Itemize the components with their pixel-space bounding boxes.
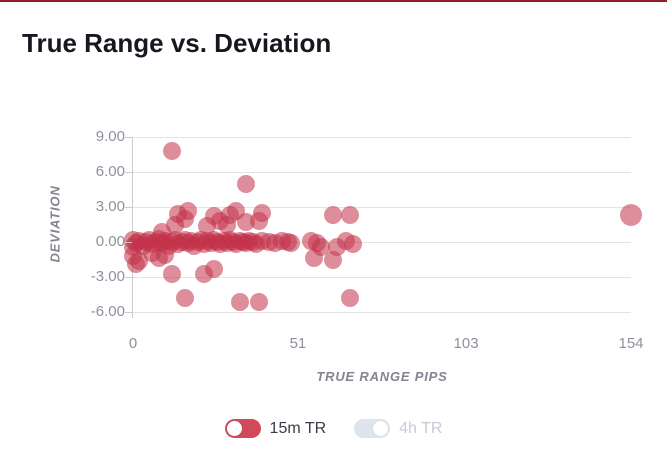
scatter-point[interactable] [204,259,223,278]
scatter-point[interactable] [127,255,146,274]
y-tick-mark [125,312,132,313]
legend-toggle-15m-tr[interactable]: 15m TR [224,419,327,438]
y-tick-mark [125,172,132,173]
y-tick-label: 0.00 [95,233,125,250]
page-title: True Range vs. Deviation [22,28,332,58]
y-tick-label: 6.00 [95,163,125,180]
legend-label-15m-tr: 15m TR [269,420,327,437]
scatter-point[interactable] [230,292,249,311]
scatter-point[interactable] [305,249,324,268]
y-tick-label: 9.00 [95,128,125,145]
scatter-point[interactable] [343,235,362,254]
y-axis-line [132,137,133,318]
y-gridline [133,277,631,278]
y-gridline [133,242,631,243]
scatter-point[interactable] [250,292,269,311]
toggle-switch-4h-tr[interactable] [354,419,391,438]
scatter-point[interactable] [324,250,343,269]
scatter-point[interactable] [162,264,181,283]
x-tick-label: 51 [289,335,307,352]
scatter-point[interactable] [156,245,175,264]
scatter-point[interactable] [282,234,301,253]
scatter-point[interactable] [340,206,359,225]
y-axis-title: DEVIATION [47,185,63,263]
scatter-point[interactable] [237,174,256,193]
legend-toggle-4h-tr[interactable]: 4h TR [354,419,442,438]
card-accent-top-border [0,0,667,2]
x-tick-label: 103 [453,335,479,352]
scatter-point[interactable] [324,206,343,225]
toggle-knob [226,421,242,436]
legend-label-4h-tr: 4h TR [399,420,443,437]
y-tick-mark [125,242,132,243]
scatter-point[interactable] [620,204,642,227]
y-gridline [133,207,631,208]
scatter-point[interactable] [175,289,194,307]
scatter-point[interactable] [162,142,181,160]
scatter-point[interactable] [250,212,269,230]
x-tick-label: 0 [128,335,138,352]
x-axis-title: TRUE RANGE PIPS [316,369,448,384]
y-tick-mark [125,207,132,208]
y-gridline [133,312,631,313]
y-tick-label: 3.00 [95,198,125,215]
y-tick-label: -6.00 [90,303,125,320]
scatter-point[interactable] [340,289,359,307]
y-gridline [133,137,631,138]
scatter-point[interactable] [217,215,236,234]
x-tick-label: 154 [618,335,644,352]
y-tick-mark [125,277,132,278]
y-gridline [133,172,631,173]
toggle-switch-15m-tr[interactable] [224,419,261,438]
y-tick-mark [125,137,132,138]
y-tick-label: -3.00 [90,268,125,285]
chart-legend: 15m TR 4h TR [0,419,667,438]
scatter-plot-area [124,137,642,313]
toggle-knob [373,421,389,436]
scatter-point[interactable] [175,209,194,228]
